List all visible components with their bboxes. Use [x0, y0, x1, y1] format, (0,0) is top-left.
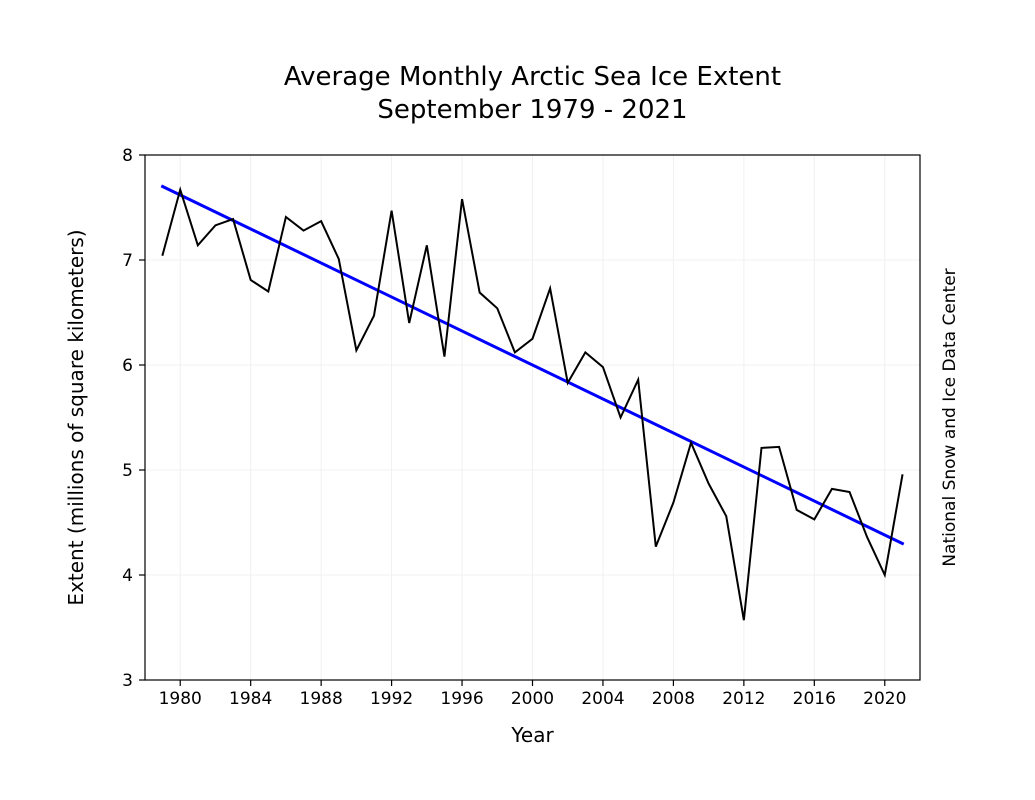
- x-tick-label: 2008: [652, 689, 695, 709]
- chart-svg: 1980 1984 1988 1992 1996 2000 2004 2008 2012 2016…: [0, 0, 1035, 800]
- chart-title-line1: Average Monthly Arctic Sea Ice Extent: [284, 62, 781, 92]
- x-tick-label: 2004: [581, 689, 624, 709]
- x-tick-label: 2000: [511, 689, 554, 709]
- x-tick-label: 1984: [229, 689, 272, 709]
- y-tick-label: 3: [122, 671, 133, 691]
- x-tick-label: 1996: [440, 689, 483, 709]
- y-tick-label: 8: [122, 146, 133, 166]
- x-tick-label: 2020: [863, 689, 906, 709]
- y-tick-label: 5: [122, 461, 133, 481]
- x-axis-label: Year: [510, 723, 554, 747]
- y-axis-label: Extent (millions of square kilometers): [64, 229, 88, 605]
- y-tick-label: 6: [122, 356, 133, 376]
- y-axis-ticks: 3 4 5 6 7 8: [122, 146, 145, 691]
- x-axis-ticks: 1980 1984 1988 1992 1996 2000 2004 2008 2012 2016…: [159, 680, 907, 709]
- credit-label: National Snow and Ice Data Center: [940, 268, 960, 566]
- x-tick-label: 1992: [370, 689, 413, 709]
- chart-title-line2: September 1979 - 2021: [377, 95, 687, 125]
- x-tick-label: 2012: [722, 689, 765, 709]
- x-tick-label: 2016: [793, 689, 836, 709]
- x-tick-label: 1988: [300, 689, 343, 709]
- chart-container: 1980 1984 1988 1992 1996 2000 2004 2008 2012 2016…: [0, 0, 1035, 800]
- y-tick-label: 4: [122, 566, 133, 586]
- y-tick-label: 7: [122, 251, 133, 271]
- x-tick-label: 1980: [159, 689, 202, 709]
